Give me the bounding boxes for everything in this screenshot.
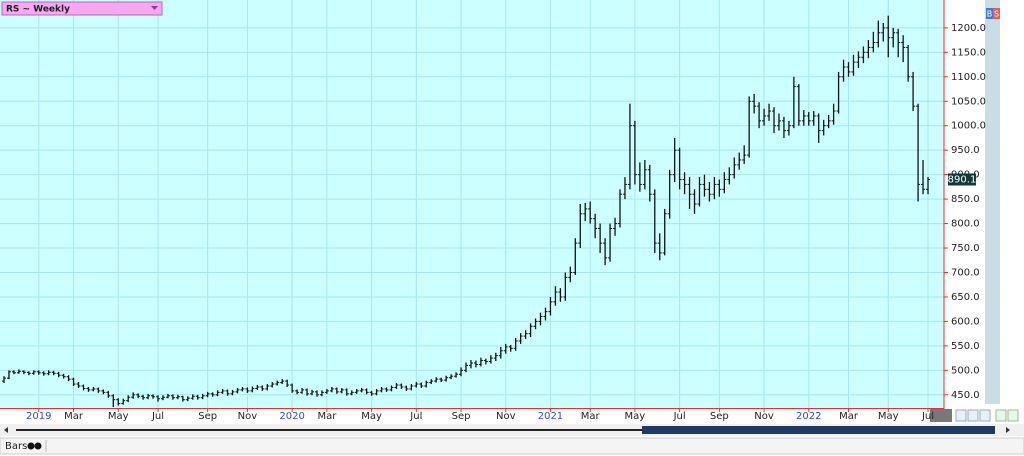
y-tick-label: 1150.0	[951, 47, 986, 58]
last-price-badge	[948, 173, 976, 186]
y-tick-label: 1200.0	[951, 23, 986, 34]
x-tick-label: Jul	[151, 411, 164, 422]
y-tick-label: 550.0	[951, 341, 980, 352]
y-tick-label: 450.0	[951, 390, 980, 401]
last-price-label: 890.1	[948, 174, 977, 185]
zoom-button[interactable]	[1007, 409, 1019, 422]
x-tick-label: 2019	[26, 411, 51, 422]
x-tick-label: Mar	[581, 411, 601, 422]
x-tick-label: May	[625, 411, 646, 422]
scroll-left[interactable]	[4, 427, 8, 433]
y-tick-label: 500.0	[951, 365, 980, 376]
sell-label: S	[994, 10, 999, 19]
y-tick-label: 650.0	[951, 292, 980, 303]
x-tick-label: 2021	[538, 411, 563, 422]
y-tick-label: 950.0	[951, 145, 980, 156]
x-tick-label: Nov	[238, 411, 258, 422]
y-tick-label: 700.0	[951, 267, 980, 278]
x-tick-label: 2022	[796, 411, 821, 422]
x-tick-label: Jul	[921, 411, 934, 422]
toolbar-icon[interactable]	[34, 442, 42, 450]
x-tick-label: Mar	[839, 411, 859, 422]
zoom-buttons	[955, 409, 1019, 422]
x-tick-label: 2020	[279, 411, 304, 422]
y-tick-label: 750.0	[951, 243, 980, 254]
zoom-button[interactable]	[995, 409, 1007, 422]
plot-area	[0, 0, 944, 408]
x-tick-label: Mar	[317, 411, 337, 422]
scroll-thumb[interactable]	[642, 426, 995, 434]
x-tick-label: Sep	[198, 411, 217, 422]
x-tick-label: May	[361, 411, 382, 422]
y-tick-label: 600.0	[951, 316, 980, 327]
scroll-right[interactable]	[1006, 427, 1010, 433]
symbol-label: RS ~ Weekly	[6, 5, 70, 15]
x-tick-label: Mar	[64, 411, 84, 422]
grid	[0, 0, 944, 408]
zoom-button[interactable]	[967, 409, 979, 422]
zoom-button[interactable]	[979, 409, 991, 422]
toolbar-label: Bars	[5, 441, 27, 452]
corner-box	[930, 409, 952, 422]
x-tick-label: Sep	[452, 411, 471, 422]
toolbar-icon[interactable]	[27, 442, 35, 450]
x-tick-label: Jul	[673, 411, 686, 422]
y-tick-label: 1000.0	[951, 121, 986, 132]
y-tick-label: 800.0	[951, 219, 980, 230]
sell-button[interactable]	[993, 8, 1000, 19]
x-tick-label: May	[878, 411, 899, 422]
y-tick-label: 850.0	[951, 194, 980, 205]
buy-button[interactable]	[986, 8, 993, 19]
y-tick-label: 1050.0	[951, 96, 986, 107]
x-tick-label: Jul	[409, 411, 422, 422]
buy-label: B	[987, 10, 993, 19]
dropdown-arrow[interactable]	[151, 6, 158, 10]
toolbar	[0, 437, 1024, 455]
symbol-dropdown[interactable]	[1, 1, 163, 16]
x-tick-label: Nov	[754, 411, 774, 422]
bars	[2, 15, 930, 408]
x-tick-label: Nov	[496, 411, 516, 422]
x-tick-label: May	[108, 411, 129, 422]
zoom-button[interactable]	[955, 409, 967, 422]
y-tick-label: 1100.0	[951, 72, 986, 83]
side-strip	[985, 0, 1000, 404]
x-tick-label: Sep	[710, 411, 729, 422]
